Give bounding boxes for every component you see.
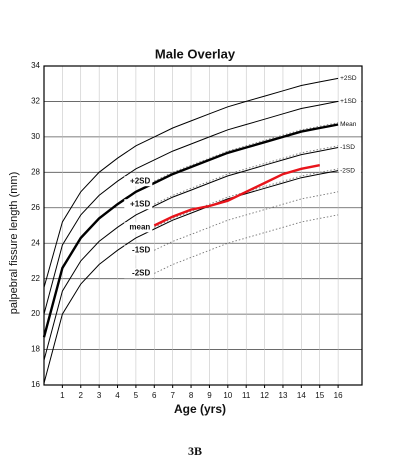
y-tick-label: 26: [31, 203, 40, 212]
y-axis-label: palpebral fissure length (mm): [8, 172, 20, 314]
x-axis-label: Age (yrs): [174, 402, 226, 416]
series-line: [154, 122, 339, 182]
x-tick-label: 7: [170, 391, 175, 400]
label-background: [124, 268, 153, 279]
series-label: +2SD: [130, 176, 150, 185]
series-line: [43, 100, 339, 315]
series-label: +1SD: [340, 98, 357, 105]
y-tick-label: 16: [31, 380, 40, 389]
label-background: [124, 245, 153, 256]
series-label: -1SD: [340, 144, 355, 151]
label-background: [124, 199, 153, 210]
y-tick-label: 20: [31, 309, 40, 318]
x-tick-label: 12: [260, 391, 269, 400]
series-label: -2SD: [132, 268, 150, 277]
x-tick-label: 9: [207, 391, 212, 400]
x-tick-label: 16: [334, 391, 343, 400]
chart-title: Male Overlay: [155, 46, 236, 61]
y-tick-label: 24: [31, 238, 40, 247]
label-background: [124, 222, 153, 233]
plot-frame: [43, 65, 363, 386]
series-line: [154, 214, 339, 274]
x-tick-label: 11: [242, 391, 251, 400]
series-label: mean: [129, 222, 150, 231]
x-tick-label: 15: [315, 391, 324, 400]
x-tick-label: 2: [79, 391, 84, 400]
label-background: [124, 176, 153, 187]
x-tick-label: 10: [223, 391, 232, 400]
x-tick-label: 4: [115, 391, 120, 400]
y-tick-label: 28: [31, 167, 40, 176]
label-background: [339, 119, 362, 130]
series-label: -1SD: [132, 245, 150, 254]
x-tick-label: 5: [134, 391, 139, 400]
series-line: [43, 170, 339, 384]
x-tick-label: 14: [297, 391, 306, 400]
y-tick-label: 32: [31, 97, 40, 106]
y-tick-label: 22: [31, 274, 40, 283]
x-tick-label: 1: [60, 391, 65, 400]
x-tick-label: 8: [189, 391, 194, 400]
y-tick-label: 34: [31, 61, 40, 70]
series-line: [154, 145, 339, 205]
series-label: +2SD: [340, 75, 357, 82]
series-label: -2SD: [340, 167, 355, 174]
series-label: Mean: [340, 121, 357, 128]
label-background: [339, 73, 362, 84]
label-background: [339, 165, 362, 176]
series-line: [43, 77, 339, 288]
series-line: [42, 123, 339, 338]
caption: 3B: [188, 444, 202, 458]
series-label: +1SD: [130, 199, 150, 208]
x-tick-label: 13: [279, 391, 288, 400]
x-tick-label: 6: [152, 391, 157, 400]
series-line: [153, 164, 320, 227]
series-line: [43, 147, 339, 361]
label-background: [339, 142, 362, 153]
y-tick-label: 30: [31, 132, 40, 141]
series-line: [154, 191, 339, 251]
x-tick-label: 3: [97, 391, 102, 400]
y-tick-label: 18: [31, 345, 40, 354]
label-background: [339, 96, 362, 107]
